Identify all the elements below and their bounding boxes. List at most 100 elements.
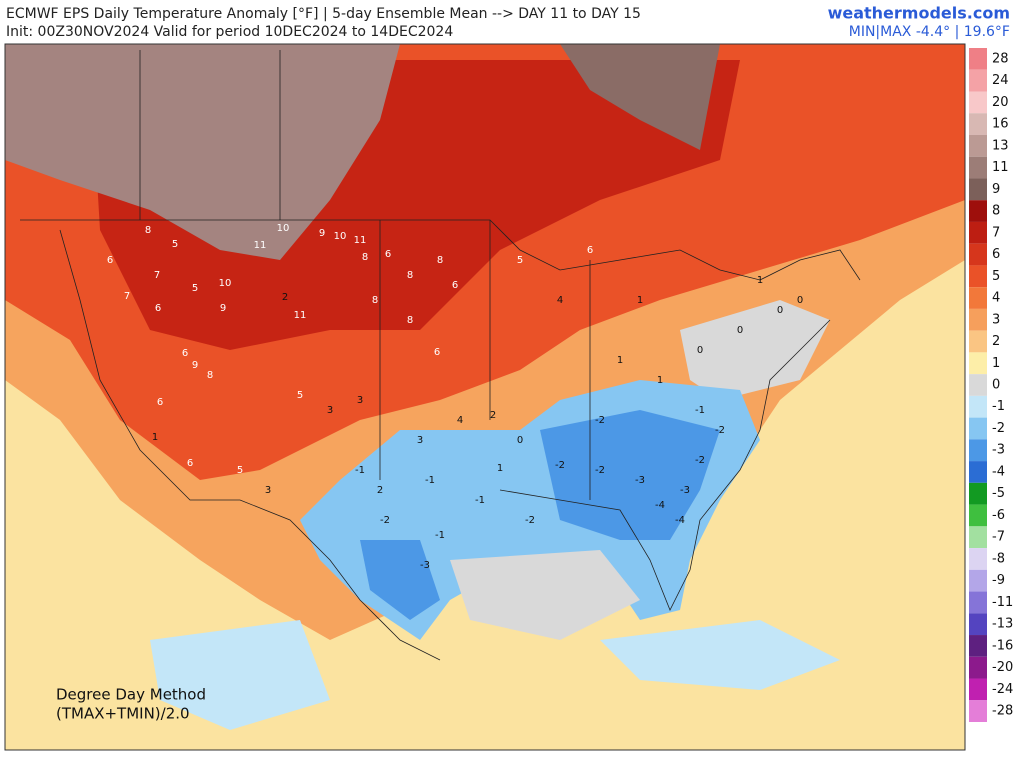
colorbar-cell [969, 656, 987, 679]
anomaly-label: -2 [595, 415, 605, 426]
anomaly-label: -1 [425, 475, 435, 486]
anomaly-label: -4 [655, 500, 665, 511]
anomaly-label: -1 [435, 530, 445, 541]
colorbar-cell [969, 613, 987, 636]
anomaly-label: 9 [192, 360, 198, 371]
anomaly-label: 3 [417, 435, 423, 446]
caribbean-cool [600, 620, 840, 690]
anomaly-label: -2 [695, 455, 705, 466]
anomaly-label: 11 [254, 240, 267, 251]
colorbar-label: -7 [992, 530, 1005, 545]
colorbar-label: 24 [992, 73, 1009, 88]
colorbar-cell [969, 395, 987, 418]
title: ECMWF EPS Daily Temperature Anomaly [°F]… [6, 6, 641, 22]
min-max: MIN|MAX -4.4° | 19.6°F [849, 24, 1010, 40]
anomaly-label: 8 [362, 252, 368, 263]
map-frame [4, 43, 966, 751]
anomaly-label: -1 [695, 405, 705, 416]
anomaly-label: 8 [372, 295, 378, 306]
pacific-cool [150, 620, 330, 730]
colorbar-cell [969, 134, 987, 157]
method-note: Degree Day Method [56, 686, 206, 704]
anomaly-label: 1 [757, 275, 763, 286]
colorbar-label: 6 [992, 247, 1000, 262]
colorbar-label: -9 [992, 573, 1005, 588]
colorbar-cell [969, 526, 987, 549]
anomaly-label: 8 [437, 255, 443, 266]
colorbar-label: -11 [992, 595, 1013, 610]
anomaly-label: 8 [145, 225, 151, 236]
colorbar-label: 11 [992, 160, 1009, 175]
cold-zone [540, 410, 720, 540]
anomaly-label: 6 [385, 249, 391, 260]
colorbar-label: -6 [992, 508, 1005, 523]
anomaly-label: -2 [525, 515, 535, 526]
anomaly-label: 1 [617, 355, 623, 366]
anomaly-label: 5 [192, 283, 198, 294]
anomaly-label: 2 [377, 485, 383, 496]
gulf-neutral [450, 550, 640, 640]
anomaly-label: -1 [475, 495, 485, 506]
anomaly-label: 1 [657, 375, 663, 386]
colorbar-cell [969, 678, 987, 701]
anomaly-label: 10 [277, 223, 290, 234]
colorbar-label: 5 [992, 269, 1000, 284]
anomaly-label: 11 [354, 235, 367, 246]
colorbar-cell [969, 91, 987, 114]
colorbar-cell [969, 308, 987, 331]
coast-line [59, 229, 831, 661]
colorbar-label: -2 [992, 421, 1005, 436]
colorbar-cell [969, 417, 987, 440]
anomaly-label: 3 [327, 405, 333, 416]
colorbar-cell [969, 178, 987, 201]
anomaly-label: 6 [107, 255, 113, 266]
colorbar-cell [969, 591, 987, 614]
colorbar-cell [969, 69, 987, 92]
colorbar-label: -20 [992, 660, 1013, 675]
colorbar-label: 13 [992, 138, 1009, 153]
anomaly-label: 4 [457, 415, 463, 426]
anomaly-label: 6 [452, 280, 458, 291]
colorbar-cell [969, 48, 987, 70]
anomaly-label: 6 [157, 397, 163, 408]
colorbar-cell [969, 287, 987, 309]
anomaly-label: -2 [595, 465, 605, 476]
colorbar-label: -28 [992, 704, 1013, 719]
anomaly-label: -2 [715, 425, 725, 436]
border-line [20, 219, 861, 281]
anomaly-label: 6 [187, 458, 193, 469]
colorbar-label: 20 [992, 95, 1009, 110]
anomaly-label: 6 [587, 245, 593, 256]
anomaly-label: 1 [152, 432, 158, 443]
colorbar-label: -5 [992, 486, 1005, 501]
anomaly-label: -2 [380, 515, 390, 526]
anomaly-label: 8 [407, 270, 413, 281]
colorbar-cell [969, 330, 987, 353]
anomaly-label: 5 [172, 239, 178, 250]
colorbar-label: 3 [992, 312, 1000, 327]
subtitle: Init: 00Z30NOV2024 Valid for period 10DE… [6, 24, 453, 40]
colorbar-label: 8 [992, 204, 1000, 219]
colorbar-label: 9 [992, 182, 1000, 197]
anomaly-label: 1 [497, 463, 503, 474]
colorbar-cell [969, 243, 987, 266]
colorbar-label: 7 [992, 225, 1000, 240]
colorbar-cell [969, 569, 987, 592]
anomaly-label: 6 [155, 303, 161, 314]
colorbar-label: -1 [992, 399, 1005, 414]
formula-note: (TMAX+TMIN)/2.0 [56, 705, 190, 723]
colorbar-cell [969, 156, 987, 179]
neutral-zone [680, 300, 830, 400]
anomaly-label: 3 [265, 485, 271, 496]
colorbar-cell [969, 548, 987, 570]
colorbar-label: 1 [992, 356, 1000, 371]
colorbar-cell [969, 352, 987, 375]
anomaly-label: -3 [420, 560, 430, 571]
site-name: weathermodels.com [828, 4, 1010, 23]
anomaly-label: -4 [675, 515, 685, 526]
anomaly-label: 0 [737, 325, 743, 336]
anomaly-label: 9 [319, 228, 325, 239]
anomaly-label: 8 [207, 370, 213, 381]
anomaly-label: 0 [697, 345, 703, 356]
